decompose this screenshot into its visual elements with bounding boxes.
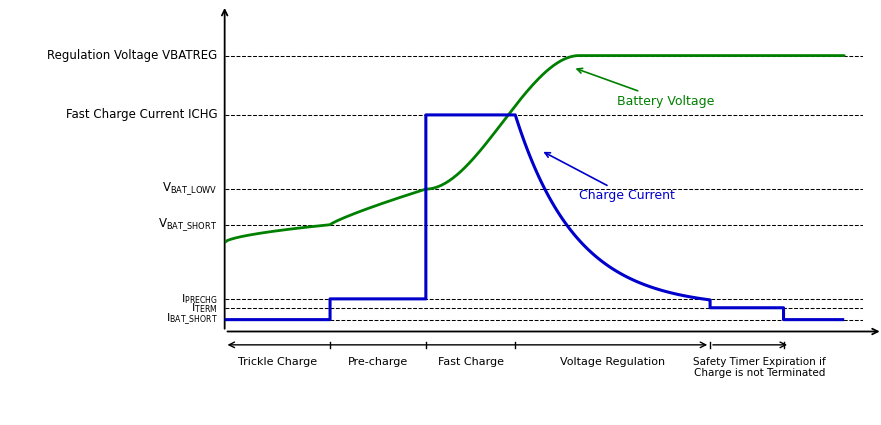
Text: Battery Voltage: Battery Voltage [577, 68, 714, 108]
Text: Voltage Regulation: Voltage Regulation [560, 357, 665, 367]
Text: Fast Charge: Fast Charge [438, 357, 504, 367]
Text: $\mathregular{V_{BAT\_SHORT}}$: $\mathregular{V_{BAT\_SHORT}}$ [159, 216, 218, 233]
Text: $\mathregular{V_{BAT\_LOWV}}$: $\mathregular{V_{BAT\_LOWV}}$ [162, 181, 218, 198]
Text: $\mathregular{I_{PRECHG}}$: $\mathregular{I_{PRECHG}}$ [181, 292, 218, 306]
Text: $\mathregular{I_{TERM}}$: $\mathregular{I_{TERM}}$ [191, 301, 218, 314]
Text: Trickle Charge: Trickle Charge [238, 357, 317, 367]
Text: $\mathregular{I_{BAT\_SHORT}}$: $\mathregular{I_{BAT\_SHORT}}$ [166, 312, 218, 327]
Text: Fast Charge Current ICHG: Fast Charge Current ICHG [66, 108, 218, 122]
Text: Charge Current: Charge Current [545, 153, 675, 202]
Text: Safety Timer Expiration if
Charge is not Terminated: Safety Timer Expiration if Charge is not… [693, 357, 826, 378]
Text: Pre-charge: Pre-charge [348, 357, 408, 367]
Text: Regulation Voltage VBATREG: Regulation Voltage VBATREG [48, 49, 218, 62]
